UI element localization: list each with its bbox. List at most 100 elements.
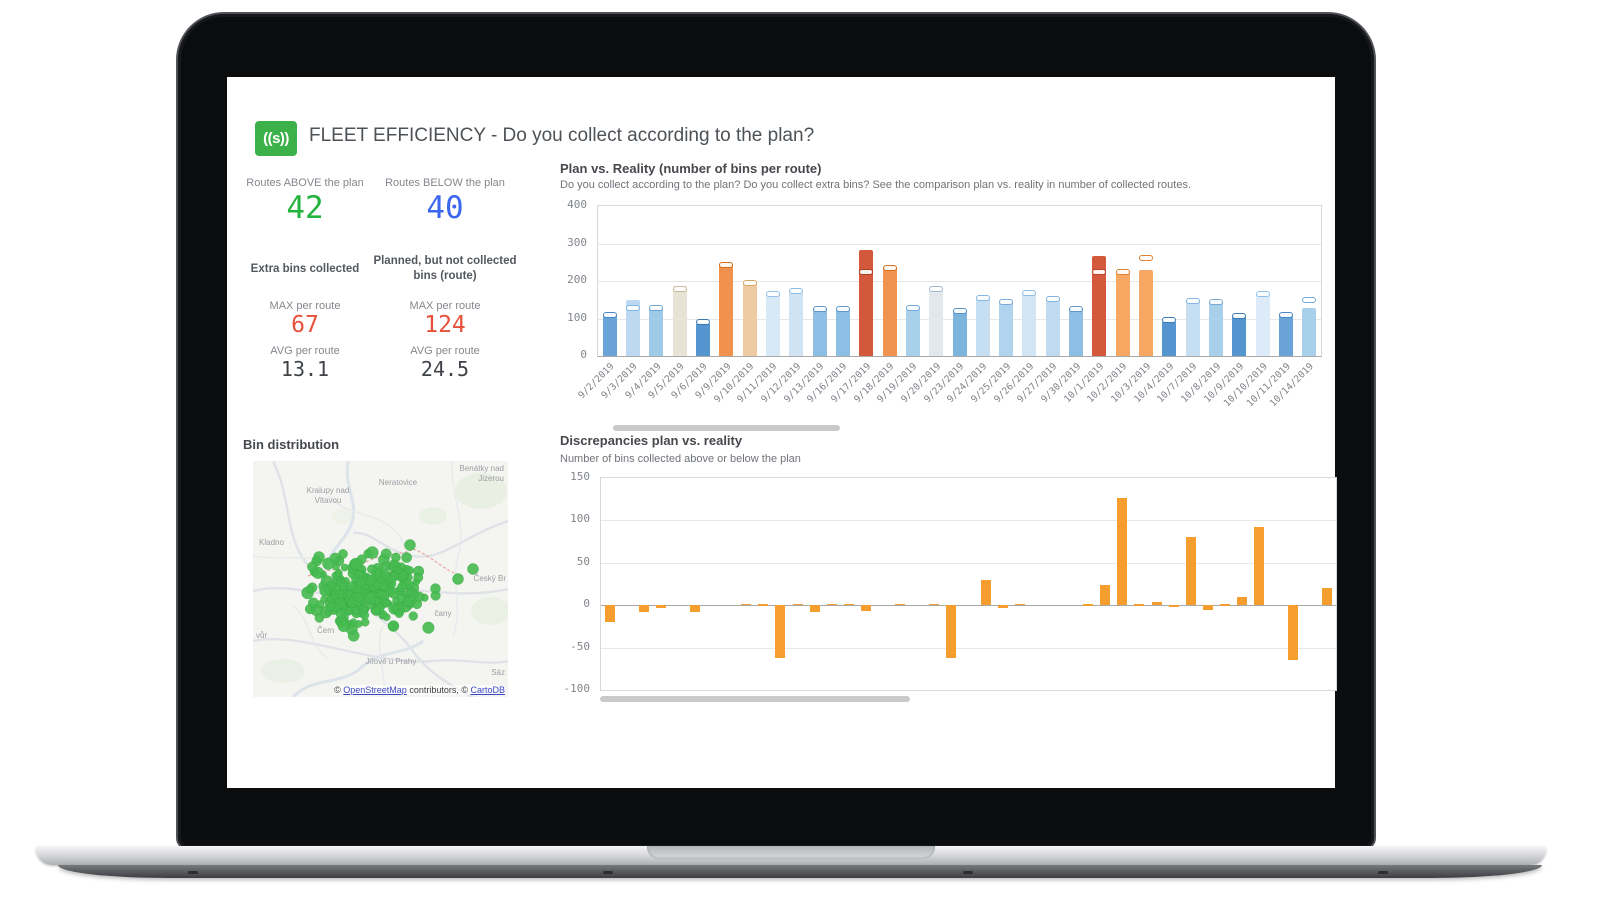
- bin-location-dot[interactable]: [422, 621, 435, 634]
- discrepancy-bar[interactable]: [741, 603, 752, 606]
- bin-location-dot[interactable]: [430, 583, 441, 594]
- discrepancy-bar[interactable]: [860, 605, 871, 612]
- discrepancies-chart-scrollbar[interactable]: [600, 696, 910, 702]
- reality-bar[interactable]: [1185, 299, 1200, 356]
- plan-chart-scrollbar[interactable]: [613, 425, 840, 431]
- bin-location-dot[interactable]: [353, 592, 364, 602]
- reality-bar[interactable]: [1092, 255, 1107, 356]
- discrepancy-bar[interactable]: [1151, 601, 1162, 606]
- bin-location-dot[interactable]: [337, 620, 350, 632]
- bin-location-dot[interactable]: [335, 569, 343, 577]
- bin-location-dot[interactable]: [305, 584, 315, 594]
- bin-location-dot[interactable]: [329, 552, 341, 564]
- bin-location-dot[interactable]: [365, 575, 377, 587]
- bin-location-dot[interactable]: [344, 607, 354, 616]
- reality-bar[interactable]: [1232, 316, 1247, 356]
- cartodb-link[interactable]: CartoDB: [470, 685, 505, 695]
- discrepancy-bar[interactable]: [809, 605, 820, 612]
- bin-location-dot[interactable]: [313, 551, 325, 563]
- discrepancy-bar[interactable]: [1288, 605, 1299, 661]
- map-canvas[interactable]: Kralupy nad Vltavou Neratovice Benátky nad J…: [253, 461, 508, 697]
- bin-location-dot[interactable]: [382, 599, 391, 608]
- bin-location-dot[interactable]: [319, 584, 332, 597]
- bin-location-dot[interactable]: [371, 606, 381, 616]
- reality-bar[interactable]: [1279, 314, 1294, 356]
- bin-location-dot[interactable]: [314, 613, 325, 623]
- bin-location-dot[interactable]: [355, 576, 366, 588]
- bin-location-dot[interactable]: [381, 561, 391, 570]
- discrepancy-bar[interactable]: [690, 605, 700, 612]
- bin-location-dot[interactable]: [367, 564, 377, 574]
- reality-bar[interactable]: [695, 323, 710, 356]
- reality-bar[interactable]: [719, 263, 734, 356]
- reality-bar[interactable]: [999, 301, 1014, 356]
- bin-location-dot[interactable]: [349, 557, 363, 571]
- discrepancy-bar[interactable]: [1134, 604, 1145, 606]
- bin-location-dot[interactable]: [387, 620, 400, 632]
- reality-bar[interactable]: [1139, 269, 1154, 356]
- bin-location-dot[interactable]: [346, 581, 356, 592]
- discrepancy-bar[interactable]: [1322, 588, 1333, 606]
- reality-bar[interactable]: [1255, 292, 1270, 356]
- bin-location-dot[interactable]: [414, 591, 425, 602]
- discrepancy-bar[interactable]: [792, 603, 803, 606]
- reality-bar[interactable]: [975, 297, 990, 356]
- discrepancy-bar[interactable]: [980, 579, 991, 606]
- bin-location-dot[interactable]: [379, 582, 389, 591]
- discrepancy-bar[interactable]: [1083, 604, 1094, 606]
- bin-location-dot[interactable]: [320, 595, 328, 603]
- reality-bar[interactable]: [929, 288, 944, 356]
- bin-location-dot[interactable]: [340, 563, 349, 572]
- reality-bar[interactable]: [1302, 307, 1317, 356]
- reality-bar[interactable]: [789, 289, 804, 356]
- bin-location-dot[interactable]: [349, 618, 358, 626]
- reality-bar[interactable]: [812, 307, 827, 356]
- reality-bar[interactable]: [672, 285, 687, 356]
- reality-bar[interactable]: [649, 307, 664, 356]
- bin-location-dot[interactable]: [396, 593, 407, 603]
- reality-bar[interactable]: [1115, 270, 1130, 356]
- bin-location-dot[interactable]: [390, 571, 399, 581]
- bin-location-dot[interactable]: [413, 572, 424, 583]
- bin-location-dot[interactable]: [388, 587, 399, 599]
- discrepancy-bar[interactable]: [1236, 596, 1247, 606]
- bin-location-dot[interactable]: [397, 581, 408, 592]
- reality-bar[interactable]: [835, 307, 850, 356]
- bin-location-dot[interactable]: [376, 590, 385, 598]
- bin-location-dot[interactable]: [401, 552, 412, 563]
- discrepancy-bar[interactable]: [758, 604, 769, 606]
- discrepancy-bar[interactable]: [1117, 498, 1128, 606]
- discrepancy-bar[interactable]: [826, 603, 837, 606]
- discrepancy-bar[interactable]: [843, 603, 854, 606]
- discrepancy-bar[interactable]: [997, 605, 1008, 608]
- reality-bar[interactable]: [765, 292, 780, 356]
- openstreetmap-link[interactable]: OpenStreetMap: [343, 685, 407, 695]
- reality-bar[interactable]: [1069, 307, 1084, 356]
- discrepancy-bar[interactable]: [1219, 604, 1230, 606]
- bin-location-dot[interactable]: [408, 611, 418, 621]
- bin-location-dot[interactable]: [390, 604, 399, 613]
- reality-bar[interactable]: [882, 266, 897, 356]
- bin-location-dot[interactable]: [452, 573, 464, 585]
- discrepancy-bar[interactable]: [1168, 605, 1179, 607]
- discrepancies-chart[interactable]: [600, 477, 1337, 691]
- bin-location-dot[interactable]: [331, 592, 339, 600]
- bin-location-dot[interactable]: [366, 546, 379, 559]
- discrepancy-bar[interactable]: [895, 603, 906, 606]
- discrepancy-bar[interactable]: [1014, 603, 1025, 606]
- bin-location-dot[interactable]: [381, 569, 391, 579]
- plan-vs-reality-chart[interactable]: [597, 205, 1322, 357]
- discrepancy-bar[interactable]: [946, 605, 957, 658]
- reality-bar[interactable]: [625, 300, 640, 356]
- reality-bar[interactable]: [905, 306, 920, 356]
- bin-location-dot[interactable]: [364, 592, 377, 605]
- reality-bar[interactable]: [1209, 300, 1224, 356]
- bin-location-dot[interactable]: [307, 561, 318, 573]
- reality-bar[interactable]: [1162, 321, 1177, 356]
- discrepancy-bar[interactable]: [604, 605, 615, 623]
- discrepancy-bar[interactable]: [929, 603, 940, 606]
- reality-bar[interactable]: [742, 281, 757, 356]
- bin-location-dot[interactable]: [405, 566, 414, 575]
- discrepancy-bar[interactable]: [775, 605, 786, 658]
- discrepancy-bar[interactable]: [1185, 537, 1196, 606]
